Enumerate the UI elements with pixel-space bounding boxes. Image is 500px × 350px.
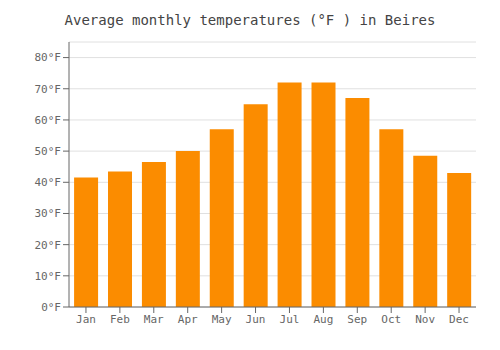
svg-text:80°F: 80°F <box>35 51 62 64</box>
svg-text:Oct: Oct <box>381 313 401 326</box>
svg-text:40°F: 40°F <box>35 176 62 189</box>
html-text:Average monthly temperatures (: Average monthly temperatures (°F ) in Be… <box>64 12 436 28</box>
svg-text:Apr: Apr <box>178 313 198 326</box>
svg-text:Mar: Mar <box>144 313 164 326</box>
svg-text:20°F: 20°F <box>35 239 62 252</box>
svg-text:Jan: Jan <box>76 313 96 326</box>
svg-text:10°F: 10°F <box>35 270 62 283</box>
svg-text:Dec: Dec <box>449 313 469 326</box>
svg-text:May: May <box>212 313 232 326</box>
svg-text:30°F: 30°F <box>35 207 62 220</box>
svg-text:Sep: Sep <box>347 313 367 326</box>
svg-text:50°F: 50°F <box>35 145 62 158</box>
svg-text:Aug: Aug <box>313 313 333 326</box>
svg-text:Jul: Jul <box>280 313 300 326</box>
svg-text:0°F: 0°F <box>41 301 61 314</box>
svg-text:60°F: 60°F <box>35 114 62 127</box>
svg-text:Nov: Nov <box>415 313 435 326</box>
svg-text:70°F: 70°F <box>35 83 62 96</box>
svg-text:Feb: Feb <box>110 313 130 326</box>
svg-text:Jun: Jun <box>246 313 266 326</box>
